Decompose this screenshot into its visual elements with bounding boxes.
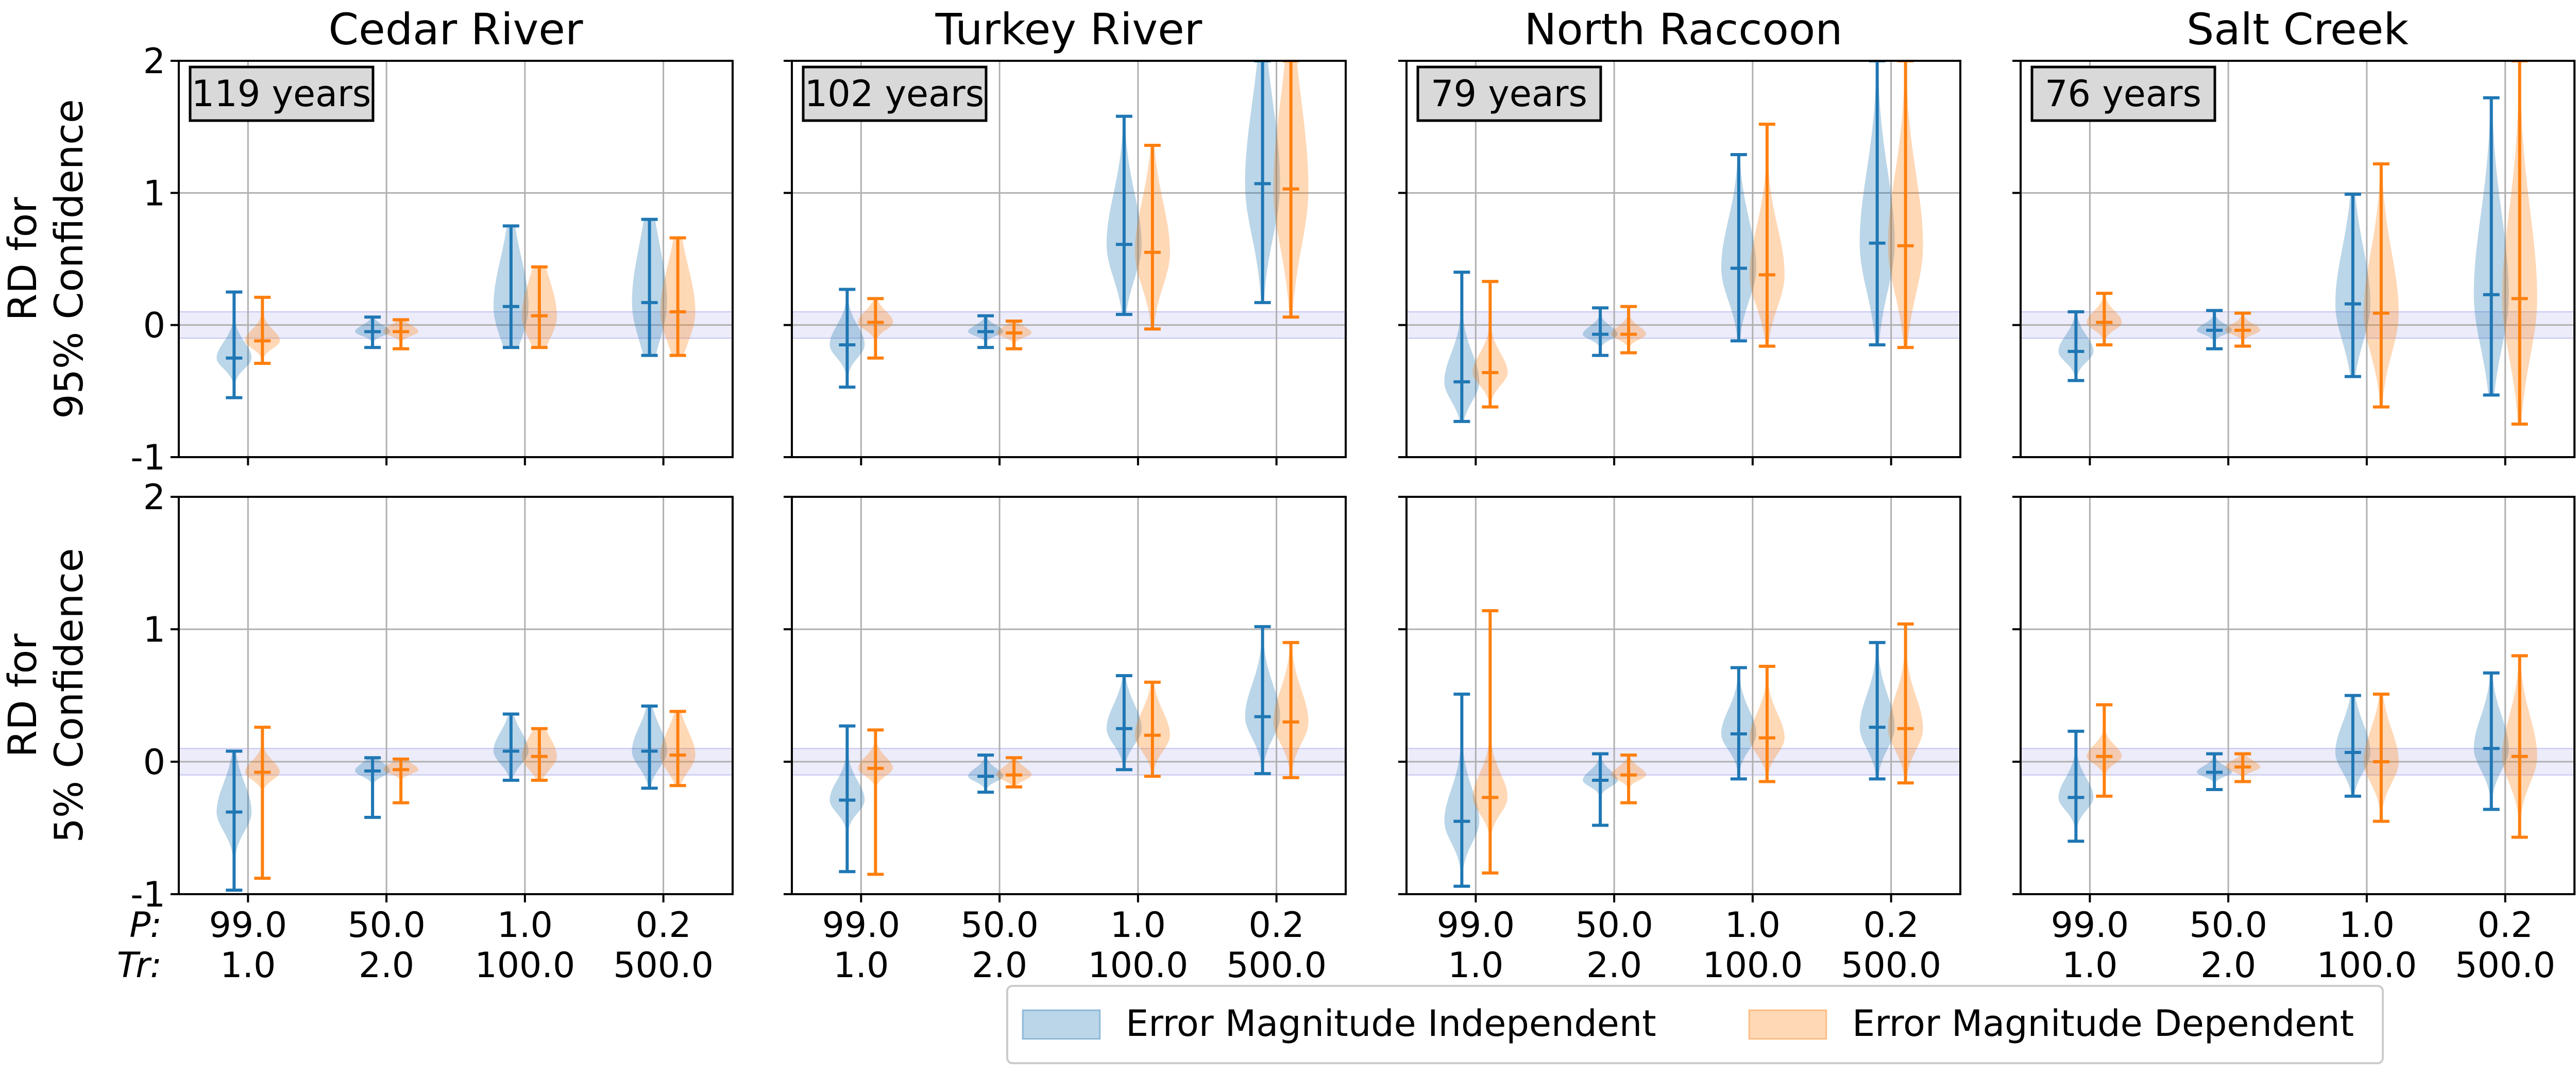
panel-plot-area-6	[1406, 497, 1960, 894]
panel-plot-area-5	[792, 497, 1346, 894]
panel-plot-area-4	[179, 497, 733, 894]
record-length-badge	[189, 65, 375, 122]
x-tick-label-tr: 100.0	[2317, 945, 2417, 986]
axes-frame	[2020, 496, 2575, 895]
x-tick-label-tr: 100.0	[1088, 945, 1189, 986]
record-length-badge-text: 119 years	[192, 73, 371, 115]
x-tick-label-p: 50.0	[2189, 905, 2267, 946]
record-length-badge	[802, 65, 988, 122]
record-length-badge-text: 76 years	[2045, 73, 2201, 115]
x-tick-label-tr: 500.0	[613, 945, 714, 986]
x-tick-label-p: 50.0	[960, 905, 1038, 946]
y-tick-label: 2	[143, 477, 165, 518]
panel-plot-area-7	[2021, 497, 2574, 894]
x-tick-label-p: 99.0	[209, 905, 287, 946]
panel-title: Turkey River	[935, 4, 1202, 55]
violin-body	[245, 727, 280, 879]
x-tick-label-tr: 1.0	[2062, 945, 2117, 986]
legend-box	[1006, 985, 2384, 1064]
legend-label: Error Magnitude Independent	[1126, 1002, 1656, 1045]
panel-plot-area-2	[1406, 61, 1960, 457]
x-tick-label-tr: 1.0	[833, 945, 889, 986]
panel-plot-area-0	[179, 61, 733, 457]
x-tick-label-p: 1.0	[497, 905, 553, 946]
x-tick-label-tr: 2.0	[2200, 945, 2256, 986]
row-label: RD for95% Confidence	[0, 99, 92, 418]
x-tick-label-tr: 500.0	[1841, 945, 1941, 986]
record-length-badge	[1416, 65, 1602, 122]
axes-frame	[178, 60, 734, 458]
axes-frame	[2020, 60, 2575, 458]
record-length-badge-text: 79 years	[1431, 73, 1587, 115]
axes-frame	[791, 60, 1347, 458]
x-tick-label-p: 0.2	[1863, 905, 1919, 946]
row-label: RD for5% Confidence	[0, 548, 92, 843]
x-tick-label-p: 0.2	[636, 905, 691, 946]
y-tick-label: -1	[130, 438, 165, 478]
x-tick-label-tr: 2.0	[1586, 945, 1642, 986]
axes-frame	[1405, 60, 1961, 458]
panel-plot-area-3	[2021, 61, 2574, 457]
x-tick-label-p: 99.0	[2051, 905, 2129, 946]
axes-frame	[1405, 496, 1961, 895]
x-tick-label-p: 1.0	[2339, 905, 2395, 946]
x-tick-label-p: 99.0	[1437, 905, 1515, 946]
y-tick-label: 2	[143, 41, 165, 82]
record-length-badge-text: 102 years	[805, 73, 985, 115]
y-tick-label: 0	[143, 742, 165, 783]
x-tick-label-tr: 500.0	[2455, 945, 2555, 986]
x-tick-label-tr: 2.0	[359, 945, 414, 986]
record-length-badge	[2030, 65, 2216, 122]
x-tick-label-p: 1.0	[1725, 905, 1781, 946]
legend-swatch	[1748, 1009, 1827, 1040]
row-label-line-2: 5% Confidence	[46, 548, 92, 843]
violin-body	[858, 730, 893, 875]
x-tick-label-p: 0.2	[1249, 905, 1304, 946]
x-tick-label-tr: 1.0	[220, 945, 276, 986]
panel-plot-area-1	[792, 61, 1346, 457]
row-label-line-1: RD for	[0, 633, 45, 758]
row-label-line-1: RD for	[0, 197, 45, 321]
y-tick-label: 0	[143, 306, 165, 346]
y-tick-label: -1	[130, 875, 165, 915]
x-tick-label-p: 1.0	[1110, 905, 1166, 946]
x-tick-label-tr: 1.0	[1448, 945, 1503, 986]
y-tick-label: 1	[143, 610, 165, 650]
x-tick-row-label-tr: Tr:	[117, 945, 162, 986]
x-tick-label-p: 50.0	[1575, 905, 1653, 946]
row-label-line-2: 95% Confidence	[46, 99, 92, 418]
axes-frame	[791, 496, 1347, 895]
panel-title: Cedar River	[329, 4, 583, 55]
x-tick-label-tr: 2.0	[972, 945, 1027, 986]
x-tick-label-p: 99.0	[822, 905, 900, 946]
panel-title: Salt Creek	[2187, 4, 2409, 55]
legend-label: Error Magnitude Dependent	[1852, 1002, 2354, 1045]
legend-swatch	[1022, 1009, 1101, 1040]
x-tick-label-tr: 100.0	[1703, 945, 1803, 986]
x-tick-row-label-p: P:	[129, 905, 162, 946]
x-tick-label-p: 50.0	[347, 905, 425, 946]
panel-title: North Raccoon	[1524, 4, 1842, 55]
x-tick-label-p: 0.2	[2478, 905, 2533, 946]
x-tick-label-tr: 500.0	[1226, 945, 1327, 986]
y-tick-label: 1	[143, 173, 165, 214]
x-tick-label-tr: 100.0	[475, 945, 575, 986]
axes-frame	[178, 496, 734, 895]
